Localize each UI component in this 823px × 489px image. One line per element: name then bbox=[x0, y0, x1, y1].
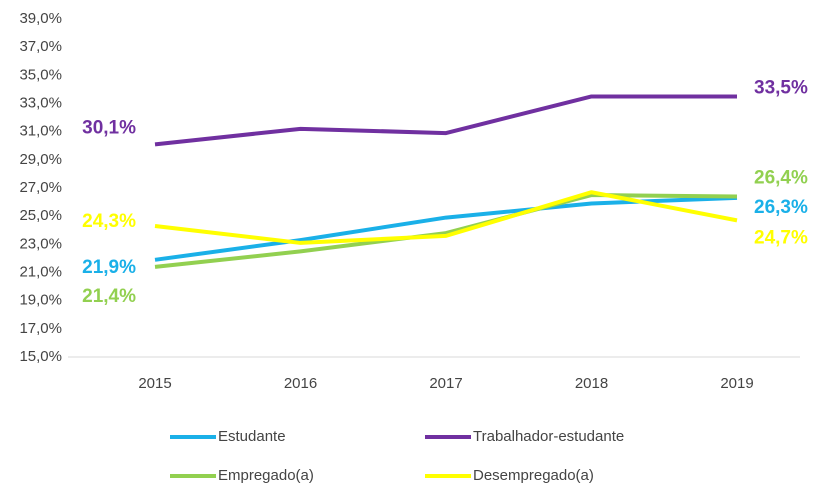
value-label: 21,9% bbox=[82, 257, 136, 278]
y-tick-label: 23,0% bbox=[19, 235, 62, 252]
x-tick-label: 2017 bbox=[429, 375, 462, 392]
series-line bbox=[154, 195, 738, 262]
value-label: 24,7% bbox=[754, 227, 808, 248]
legend-label: Empregado(a) bbox=[218, 467, 314, 484]
x-tick-label: 2015 bbox=[138, 375, 171, 392]
x-tick-label: 2018 bbox=[575, 375, 608, 392]
value-label: 33,5% bbox=[754, 77, 808, 98]
y-tick-label: 37,0% bbox=[19, 38, 62, 55]
y-tick-label: 31,0% bbox=[19, 123, 62, 140]
y-tick-label: 27,0% bbox=[19, 179, 62, 196]
value-label: 26,4% bbox=[754, 167, 808, 188]
legend-label: Estudante bbox=[218, 428, 286, 445]
legend-label: Desempregado(a) bbox=[473, 467, 594, 484]
y-tick-label: 15,0% bbox=[19, 348, 62, 365]
y-tick-label: 17,0% bbox=[19, 320, 62, 337]
series-line bbox=[154, 193, 738, 269]
x-tick-label: 2016 bbox=[284, 375, 317, 392]
value-label: 21,4% bbox=[82, 286, 136, 307]
value-label: 24,3% bbox=[82, 211, 136, 232]
y-tick-label: 35,0% bbox=[19, 66, 62, 83]
x-tick-label: 2019 bbox=[720, 375, 753, 392]
legend-label: Trabalhador-estudante bbox=[473, 428, 624, 445]
y-tick-label: 33,0% bbox=[19, 94, 62, 111]
series-line bbox=[154, 94, 737, 147]
y-tick-label: 29,0% bbox=[19, 151, 62, 168]
y-tick-label: 25,0% bbox=[19, 207, 62, 224]
series-line bbox=[154, 190, 738, 245]
value-label: 26,3% bbox=[754, 197, 808, 218]
y-tick-label: 19,0% bbox=[19, 292, 62, 309]
value-label: 30,1% bbox=[82, 117, 136, 138]
y-tick-label: 39,0% bbox=[19, 10, 62, 27]
y-tick-label: 21,0% bbox=[19, 263, 62, 280]
